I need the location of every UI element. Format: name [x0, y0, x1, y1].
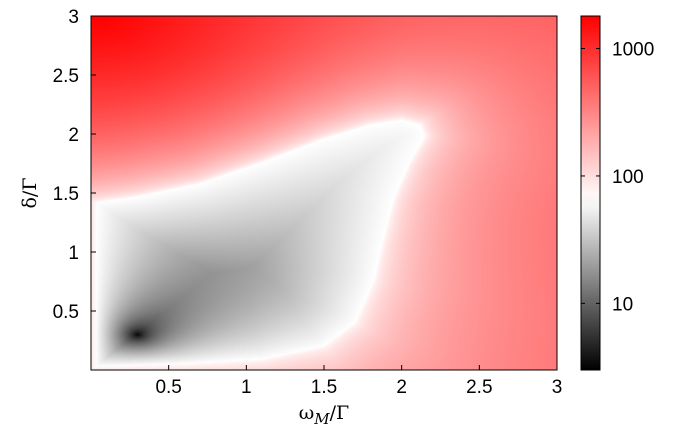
y-tick-label: 1.5 [53, 184, 79, 205]
x-tick-label: 2 [396, 377, 407, 398]
colorbar-tick-label: 10 [612, 294, 633, 315]
colorbar-tick-label: 1000 [612, 40, 654, 61]
heatmap-image [91, 16, 557, 370]
x-axis-title: ωM/Γ [299, 402, 349, 428]
y-tick-label: 0.5 [53, 302, 79, 323]
x-tick-label: 1.5 [311, 377, 337, 398]
y-tick-label: 2 [68, 125, 79, 146]
x-axis: 0.5 1 1.5 2 2.5 3 [155, 365, 562, 398]
x-tick-label: 2.5 [466, 377, 492, 398]
colorbar-tick-label: 100 [612, 167, 644, 188]
x-tick-label: 1 [241, 377, 252, 398]
y-tick-label: 2.5 [53, 66, 79, 87]
y-axis-title: δ/Γ [19, 177, 41, 208]
plot-area [90, 15, 558, 371]
y-axis: 0.5 1 1.5 2 2.5 3 [53, 7, 96, 323]
colorbar-bar [580, 15, 601, 371]
y-tick-label: 1 [68, 243, 79, 264]
x-tick-label: 3 [552, 377, 563, 398]
x-tick-label: 0.5 [155, 377, 181, 398]
colorbar: 10 100 1000 [580, 15, 654, 371]
y-tick-label: 3 [68, 7, 79, 28]
